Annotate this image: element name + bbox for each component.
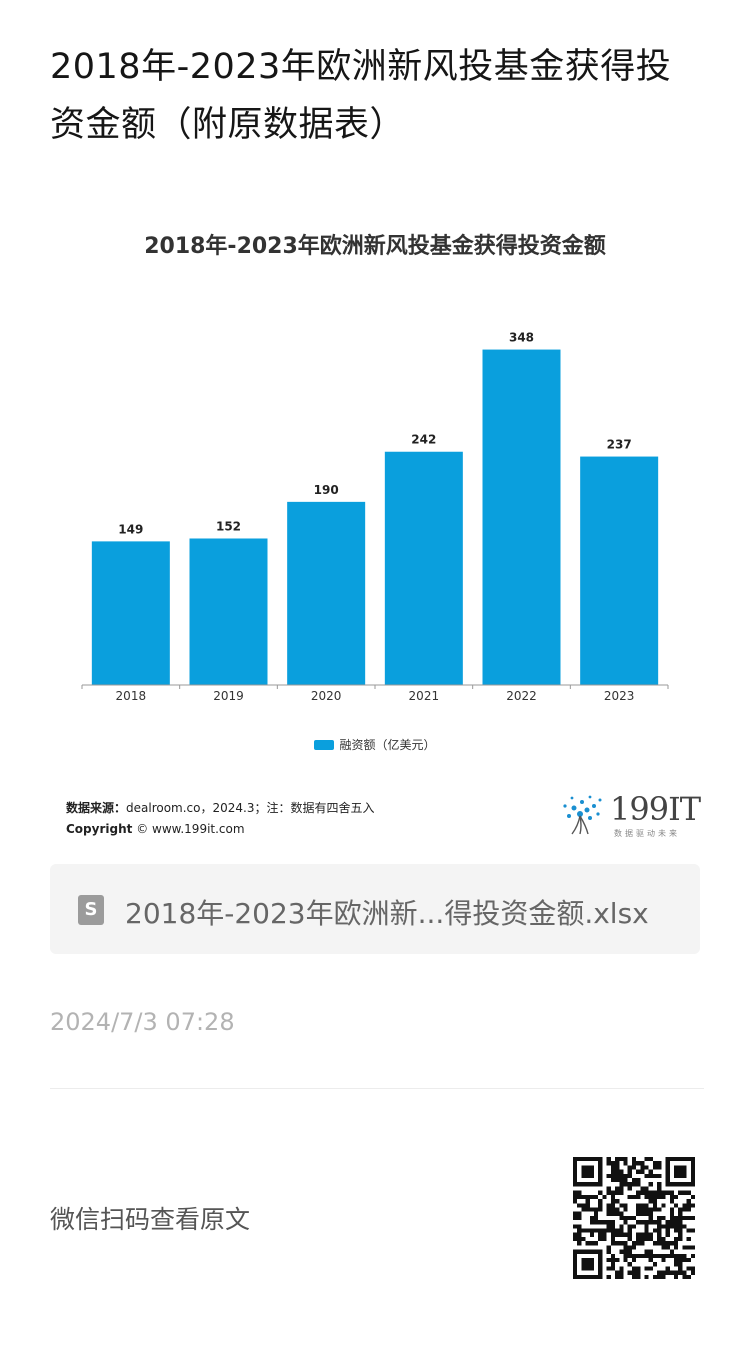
logo-text: 199IT (610, 790, 701, 828)
logo: 199IT 数据驱动未来 (560, 790, 701, 840)
data-label-2022: 348 (509, 331, 534, 345)
data-label-2021: 242 (411, 433, 436, 447)
logo-mark-icon (563, 795, 602, 835)
data-label-2023: 237 (607, 438, 632, 452)
x-tick-label-2020: 2020 (311, 689, 342, 703)
x-tick-label-2019: 2019 (213, 689, 244, 703)
divider (50, 1088, 704, 1089)
legend-swatch (314, 740, 335, 750)
x-tick-label-2021: 2021 (409, 689, 440, 703)
x-tick-label-2022: 2022 (506, 689, 537, 703)
chart-title: 2018年-2023年欧洲新风投基金获得投资金额 (144, 234, 606, 259)
bar-2022 (482, 349, 561, 685)
bar-2020 (287, 501, 366, 685)
data-label-2020: 190 (314, 483, 339, 497)
legend-label: 融资额（亿美元） (339, 738, 436, 752)
publish-timestamp: 2024/7/3 07:28 (50, 1008, 235, 1036)
bar-chart: 149 2018 152 2019 190 2020 242 2021 348 2022 237 20… (81, 331, 669, 703)
chart-card: 149 2018 152 2019 190 2020 242 2021 348 2022 237 20… (50, 210, 701, 850)
x-tick-label-2023: 2023 (604, 689, 635, 703)
bar-2018 (91, 541, 170, 685)
attachment-card[interactable]: S 2018年-2023年欧洲新...得投资金额.xlsx (50, 864, 700, 954)
chart-legend: 融资额（亿美元） (50, 736, 700, 753)
bar-2021 (384, 451, 463, 685)
logo-subtitle: 数据驱动未来 (614, 829, 680, 838)
bar-2019 (189, 538, 268, 685)
x-tick-label-2018: 2018 (116, 689, 147, 703)
spreadsheet-icon: S (78, 895, 104, 925)
data-label-2018: 149 (118, 522, 143, 536)
source-text: dealroom.co，2024.3；注：数据有四舍五入 (126, 801, 375, 815)
bar-2023 (580, 456, 659, 685)
data-source: 数据来源：dealroom.co，2024.3；注：数据有四舍五入 Copyri… (66, 798, 375, 840)
qr-code-icon[interactable] (573, 1157, 695, 1279)
page-title: 2018年-2023年欧洲新风投基金获得投资金额（附原数据表） (50, 47, 672, 145)
copyright-text: © www.199it.com (136, 822, 245, 836)
wechat-scan-text: 微信扫码查看原文 (50, 1205, 251, 1234)
source-label: 数据来源： (66, 801, 127, 815)
data-label-2019: 152 (216, 519, 241, 533)
attachment-filename[interactable]: 2018年-2023年欧洲新...得投资金额.xlsx (125, 897, 649, 930)
copyright-label: Copyright (66, 822, 133, 836)
